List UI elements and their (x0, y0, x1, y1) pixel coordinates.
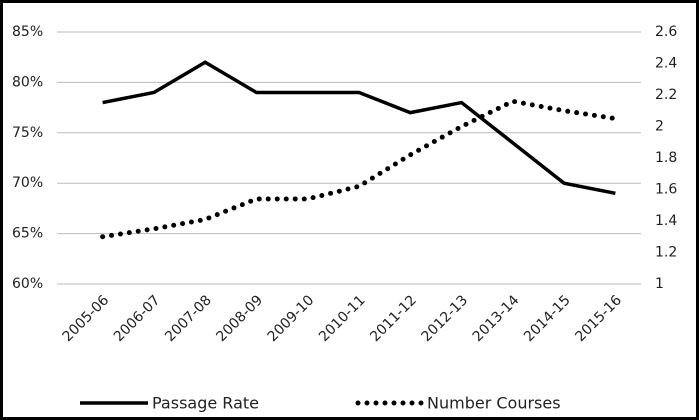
y2-tick-label: 1.4 (655, 213, 677, 229)
y-tick-label: 80% (12, 74, 43, 90)
y2-tick-label: 1.8 (655, 150, 677, 166)
series-line (100, 98, 618, 240)
legend-label: Number Courses (427, 394, 561, 413)
legend-label: Passage Rate (152, 394, 259, 413)
y-tick-label: 70% (12, 175, 43, 191)
series-line (102, 60, 616, 195)
y2-tick-label: 2 (655, 119, 664, 135)
y-tick-label: 60% (12, 276, 43, 292)
y2-tick-label: 2.6 (655, 24, 677, 40)
y2-tick-label: 1.6 (655, 182, 677, 198)
y2-tick-label: 1.2 (655, 245, 677, 261)
y2-tick-label: 1 (655, 276, 664, 292)
y2-tick-label: 2.2 (655, 87, 677, 103)
y-tick-label: 75% (12, 125, 43, 141)
y2-tick-label: 2.4 (655, 56, 677, 72)
y-tick-label: 85% (12, 24, 43, 40)
y-tick-label: 65% (12, 226, 43, 242)
